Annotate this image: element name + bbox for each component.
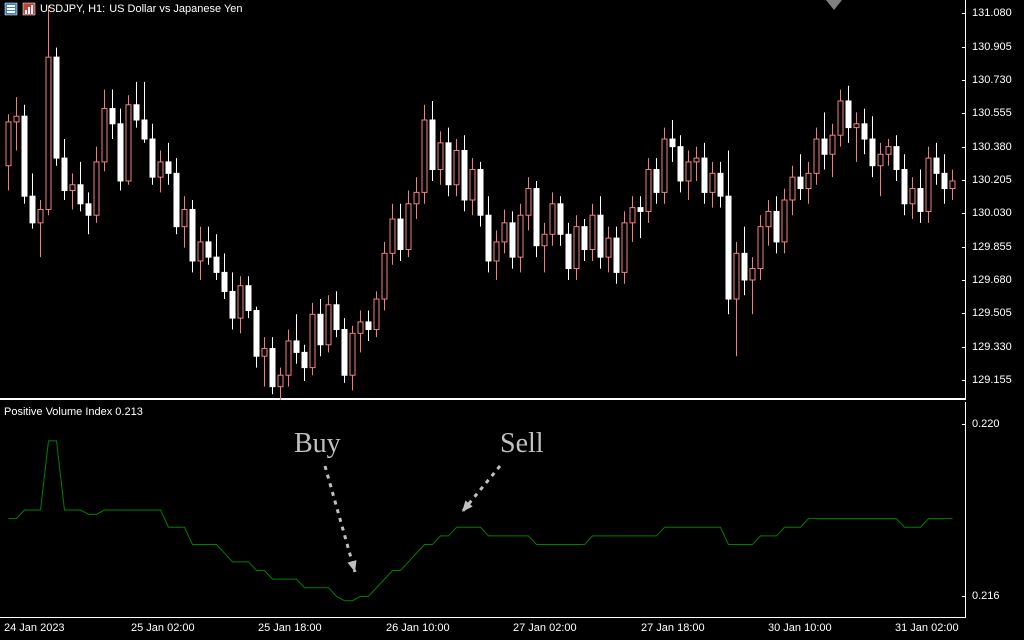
price-tick-label: 129.855 [972, 241, 1012, 253]
panel-icon-1 [4, 2, 18, 16]
top-marker-icon [826, 0, 842, 10]
buy-annotation: Buy [294, 428, 341, 460]
time-tick-label: 25 Jan 02:00 [131, 622, 195, 634]
chart-description: US Dollar vs Japanese Yen [109, 3, 242, 15]
chart-title-bar: USDJPY, H1: US Dollar vs Japanese Yen [4, 2, 243, 16]
time-tick-label: 30 Jan 10:00 [768, 622, 832, 634]
price-tick-label: 130.730 [972, 74, 1012, 86]
price-tick-label: 130.380 [972, 141, 1012, 153]
chart-container: USDJPY, H1: US Dollar vs Japanese Yen 13… [0, 0, 1024, 640]
time-axis: 24 Jan 2023 25 Jan 02:00 25 Jan 18:00 26 Ja… [0, 618, 1024, 640]
price-tick-label: 129.680 [972, 274, 1012, 286]
indicator-panel[interactable]: Positive Volume Index 0.213 [0, 402, 966, 618]
time-tick-label: 24 Jan 2023 [4, 622, 65, 634]
price-tick-label: 131.080 [972, 7, 1012, 19]
time-tick-label: 27 Jan 02:00 [513, 622, 577, 634]
indicator-tick-label: 0.220 [972, 418, 1000, 430]
candlestick-chart[interactable] [0, 0, 966, 400]
indicator-title: Positive Volume Index 0.213 [4, 406, 143, 418]
chart-symbol: USDJPY, H1: [40, 3, 105, 15]
indicator-tick-label: 0.216 [972, 590, 1000, 602]
price-tick-label: 129.155 [972, 374, 1012, 386]
price-tick-label: 130.905 [972, 41, 1012, 53]
indicator-axis: 0.220 0.216 [966, 402, 1024, 618]
price-tick-label: 130.205 [972, 174, 1012, 186]
price-tick-label: 130.555 [972, 107, 1012, 119]
price-tick-label: 130.030 [972, 207, 1012, 219]
sell-label: Sell [500, 428, 544, 459]
buy-label: Buy [294, 428, 341, 459]
sell-annotation: Sell [500, 428, 544, 460]
price-tick-label: 129.330 [972, 341, 1012, 353]
indicator-chart[interactable] [0, 402, 966, 618]
time-tick-label: 31 Jan 02:00 [895, 622, 959, 634]
price-axis: 131.080 130.905 130.730 130.555 130.380 130.2… [966, 0, 1024, 400]
main-chart-panel[interactable]: USDJPY, H1: US Dollar vs Japanese Yen [0, 0, 966, 400]
time-tick-label: 26 Jan 10:00 [386, 622, 450, 634]
price-tick-label: 129.505 [972, 307, 1012, 319]
time-tick-label: 25 Jan 18:00 [258, 622, 322, 634]
time-tick-label: 27 Jan 18:00 [641, 622, 705, 634]
panel-icon-2 [22, 2, 36, 16]
